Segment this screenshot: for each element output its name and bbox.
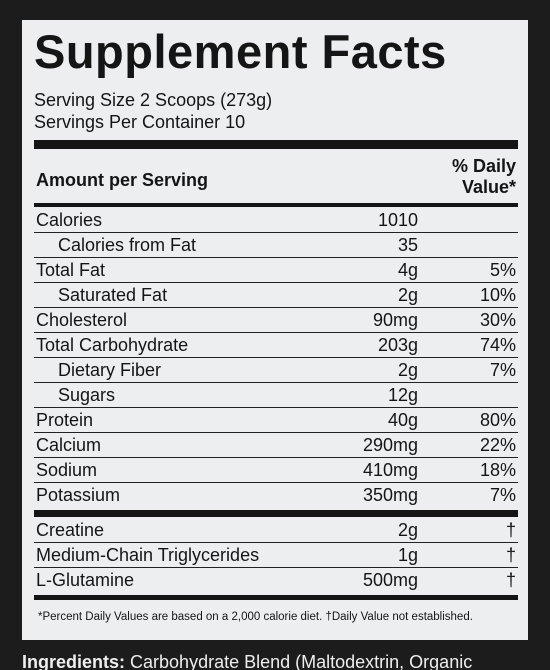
row-rule [34, 357, 518, 358]
nutrient-amount: 1g [397, 545, 418, 565]
row-rule [34, 382, 518, 383]
nutrient-name: Total Carbohydrate [36, 335, 189, 355]
nutrient-name: Saturated Fat [58, 285, 168, 305]
row-rule [34, 407, 518, 408]
nutrient-dv: 18% [479, 460, 516, 480]
nutrient-row: Calories 1010 [34, 208, 518, 232]
nutrient-name: Total Fat [36, 260, 106, 280]
nutrient-amount: 4g [397, 260, 418, 280]
row-rule [34, 432, 518, 433]
thick-rule [34, 510, 518, 517]
nutrient-name: Potassium [36, 485, 121, 505]
thick-rule [34, 140, 518, 149]
serving-size: Serving Size 2 Scoops (273g) [34, 90, 273, 110]
row-rule [34, 567, 518, 568]
nutrient-name: Calories from Fat [58, 235, 197, 255]
footnote: *Percent Daily Values are based on a 2,0… [38, 611, 473, 623]
nutrient-dv: † [505, 570, 516, 590]
row-rule [34, 282, 518, 283]
nutrient-row: Dietary Fiber 2g 7% [34, 358, 518, 382]
nutrient-amount: 500mg [362, 570, 418, 590]
nutrient-row: Total Carbohydrate 203g 74% [34, 333, 518, 357]
nutrient-amount: 203g [377, 335, 418, 355]
nutrient-row: Creatine 2g † [34, 518, 518, 542]
nutrient-amount: 35 [397, 235, 418, 255]
amount-header: Amount per Serving [36, 170, 209, 190]
nutrient-name: Medium-Chain Triglycerides [36, 545, 260, 565]
nutrient-amount: 40g [387, 410, 418, 430]
nutrient-dv: 5% [489, 260, 516, 280]
nutrient-row: Calories from Fat 35 [34, 233, 518, 257]
servings-per-container: Servings Per Container 10 [34, 112, 246, 132]
row-rule [34, 332, 518, 333]
nutrient-amount: 2g [397, 360, 418, 380]
nutrient-name: Creatine [36, 520, 105, 540]
ingredients-text: Carbohydrate Blend (Maltodextrin, Organi… [130, 652, 473, 670]
nutrient-amount: 90mg [372, 310, 418, 330]
nutrient-amount: 410mg [362, 460, 418, 480]
nutrient-amount: 2g [397, 285, 418, 305]
nutrient-name: Cholesterol [36, 310, 128, 330]
nutrient-dv: 80% [479, 410, 516, 430]
nutrient-amount: 2g [397, 520, 418, 540]
nutrient-row: Total Fat 4g 5% [34, 258, 518, 282]
nutrient-row: Cholesterol 90mg 30% [34, 308, 518, 332]
nutrient-dv: 7% [489, 485, 516, 505]
nutrient-name: Protein [36, 410, 94, 430]
ingredients-label: Ingredients: [22, 652, 126, 670]
thick-rule [34, 595, 518, 600]
row-rule [34, 257, 518, 258]
nutrient-name: Sodium [36, 460, 98, 480]
nutrient-row: Medium-Chain Triglycerides 1g † [34, 543, 518, 567]
nutrient-name: L-Glutamine [36, 570, 135, 590]
nutrient-amount: 12g [387, 385, 418, 405]
facts-label: Supplement Facts Serving Size 2 Scoops (… [22, 20, 528, 640]
nutrient-dv: 7% [489, 360, 516, 380]
nutrient-dv: 10% [479, 285, 516, 305]
nutrient-row: Saturated Fat 2g 10% [34, 283, 518, 307]
nutrient-name: Calories [36, 210, 103, 230]
nutrient-row: L-Glutamine 500mg † [34, 568, 518, 592]
rule [34, 203, 518, 207]
nutrient-dv: 22% [479, 435, 516, 455]
row-rule [34, 542, 518, 543]
nutrient-name: Sugars [58, 385, 116, 405]
dv-header: % Daily [451, 156, 516, 176]
row-rule [34, 232, 518, 233]
nutrient-dv: 30% [479, 310, 516, 330]
nutrient-row: Sugars 12g [34, 383, 518, 407]
nutrient-dv: † [505, 520, 516, 540]
dv-header: Value* [461, 177, 516, 197]
nutrient-row: Protein 40g 80% [34, 408, 518, 432]
nutrient-row: Potassium 350mg 7% [34, 483, 518, 507]
row-rule [34, 457, 518, 458]
nutrient-name: Calcium [36, 435, 102, 455]
nutrient-dv: 74% [479, 335, 516, 355]
nutrient-name: Dietary Fiber [58, 360, 162, 380]
title: Supplement Facts [34, 25, 447, 78]
nutrient-row: Calcium 290mg 22% [34, 433, 518, 457]
nutrient-amount: 350mg [362, 485, 418, 505]
nutrient-dv: † [505, 545, 516, 565]
row-rule [34, 307, 518, 308]
nutrient-amount: 1010 [377, 210, 418, 230]
ingredients: Ingredients: Carbohydrate Blend (Maltode… [22, 652, 472, 670]
nutrient-amount: 290mg [362, 435, 418, 455]
nutrient-row: Sodium 410mg 18% [34, 458, 518, 482]
row-rule [34, 482, 518, 483]
